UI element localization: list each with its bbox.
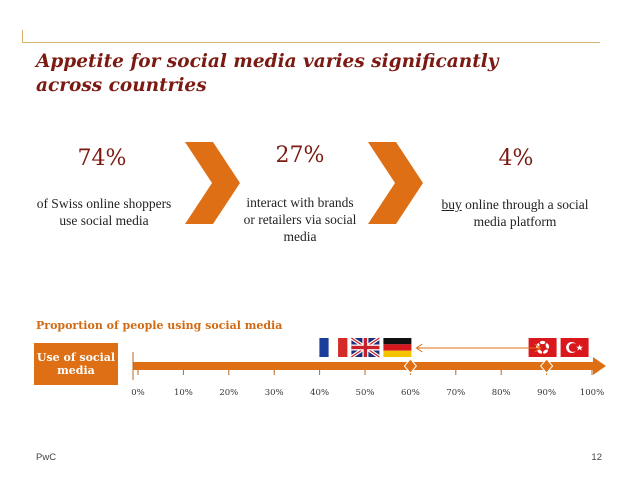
footer-brand: PwC — [36, 452, 57, 463]
footer-page-number: 12 — [591, 452, 602, 463]
germany-flag-icon — [383, 338, 412, 357]
stat-buy-description-rest: online through a social media platform — [461, 197, 589, 229]
use-of-social-media-box: Use of social media — [34, 343, 118, 385]
stat-buy-value: 4% — [498, 146, 534, 171]
scale-tick-label: 20% — [219, 388, 238, 398]
header-rule — [22, 42, 600, 43]
range-arrow-right-head — [534, 343, 542, 353]
stat-swiss-value: 74% — [77, 146, 127, 171]
turkey-flag-icon — [560, 338, 589, 357]
header-tick — [22, 30, 23, 42]
scale-tick-label: 60% — [401, 388, 420, 398]
page-title: Appetite for social media varies signifi… — [36, 51, 499, 96]
france-flag-icon — [319, 338, 348, 357]
stat-buy-description: buy online through a social media platfo… — [432, 196, 598, 230]
united-kingdom-flag-icon — [350, 336, 381, 359]
scale-tick-label: 100% — [580, 388, 604, 398]
stat-buy-underlined-word: buy — [441, 197, 462, 212]
axis-layer: 0% 10% 20% 30% 40% 50% 60% 70% 80% 90% 100% — [131, 343, 606, 398]
flag-layer — [319, 336, 589, 359]
scale-tick-label: 40% — [310, 388, 329, 398]
use-box-label: Use of social media — [36, 351, 116, 377]
scale-tick-label: 50% — [356, 388, 375, 398]
hong-kong-flag-icon — [528, 338, 557, 357]
scale-bar — [133, 362, 593, 370]
stat-interact-description: interact with brands or retailers via so… — [243, 195, 357, 244]
scale-tick-label: 0% — [131, 388, 145, 398]
stat-swiss-description: of Swiss online shoppers use social medi… — [36, 196, 172, 228]
scale-tick-label: 70% — [446, 388, 465, 398]
scale-tick-label: 10% — [174, 388, 193, 398]
chevron-right-icon — [368, 142, 423, 224]
scale-marker — [539, 358, 554, 374]
range-arrow-left-head — [415, 343, 423, 353]
scale-tick-label: 30% — [265, 388, 284, 398]
section-label: Proportion of people using social media — [36, 319, 283, 332]
scale-tick-label: 90% — [537, 388, 556, 398]
scale-tick-label: 80% — [492, 388, 511, 398]
chevron-right-icon — [185, 142, 240, 224]
scale-marker — [403, 358, 418, 374]
stat-interact-value: 27% — [275, 143, 325, 168]
scale-arrow-head — [593, 357, 606, 375]
